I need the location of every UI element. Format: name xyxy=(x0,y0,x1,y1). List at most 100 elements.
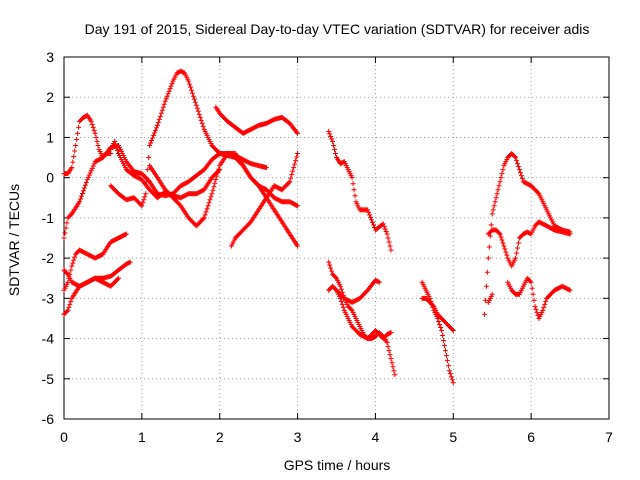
data-point xyxy=(204,206,210,212)
data-point xyxy=(497,179,503,185)
data-point xyxy=(198,117,204,123)
data-point xyxy=(447,371,453,377)
data-point xyxy=(189,90,195,96)
data-point xyxy=(83,179,89,185)
series-track-h xyxy=(61,231,129,293)
data-point xyxy=(65,307,71,313)
x-tick-label: 4 xyxy=(372,429,380,445)
data-point xyxy=(294,154,300,160)
x-axis-label: GPS time / hours xyxy=(284,457,391,473)
data-point xyxy=(497,231,503,237)
data-point xyxy=(326,128,332,134)
data-point xyxy=(150,135,156,141)
data-point xyxy=(216,166,222,172)
data-point xyxy=(143,191,149,197)
data-point xyxy=(293,158,299,164)
data-point xyxy=(295,130,301,136)
data-point xyxy=(540,307,546,313)
data-point xyxy=(449,327,455,333)
data-point xyxy=(215,170,221,176)
data-point xyxy=(391,368,397,374)
data-point xyxy=(513,255,519,261)
data-point xyxy=(126,260,132,266)
data-point xyxy=(177,202,183,208)
data-point xyxy=(566,287,572,293)
data-point xyxy=(444,358,450,364)
data-point xyxy=(163,96,169,102)
data-point xyxy=(113,141,119,147)
data-point xyxy=(69,263,75,269)
data-point xyxy=(367,212,373,218)
data-point xyxy=(340,304,346,310)
data-point xyxy=(442,343,448,349)
data-point xyxy=(167,86,173,92)
data-point xyxy=(141,197,147,203)
data-point xyxy=(492,199,498,205)
data-point xyxy=(90,163,96,169)
y-tick-label: -3 xyxy=(42,290,55,306)
data-point xyxy=(148,140,154,146)
data-point xyxy=(485,255,491,261)
data-point xyxy=(294,202,300,208)
data-point xyxy=(450,328,456,334)
data-point xyxy=(197,114,203,120)
data-point xyxy=(169,81,175,87)
data-point xyxy=(114,145,120,150)
data-point xyxy=(384,231,390,237)
data-point xyxy=(210,187,216,193)
data-point xyxy=(387,352,393,358)
data-point xyxy=(115,148,121,154)
data-point xyxy=(145,167,151,173)
data-point xyxy=(333,151,339,157)
data-point xyxy=(443,353,449,359)
data-point xyxy=(71,257,77,263)
data-point xyxy=(287,179,293,185)
series-track-k xyxy=(326,128,394,253)
data-point xyxy=(327,262,333,268)
data-point xyxy=(69,165,75,171)
data-point xyxy=(214,173,220,179)
data-point xyxy=(123,231,129,237)
data-point xyxy=(295,151,301,157)
data-point xyxy=(530,291,536,297)
data-point xyxy=(206,200,212,206)
data-point xyxy=(386,348,392,354)
data-point xyxy=(495,187,501,193)
series-track-t xyxy=(485,291,495,305)
series-track-a xyxy=(61,112,114,177)
data-point xyxy=(70,260,76,266)
data-point xyxy=(64,220,70,226)
data-point xyxy=(168,83,174,89)
data-point xyxy=(370,222,376,228)
data-point xyxy=(70,159,76,165)
y-tick-label: -5 xyxy=(42,371,55,387)
data-point xyxy=(496,230,502,236)
data-point xyxy=(64,270,70,276)
data-point xyxy=(74,136,80,142)
data-point xyxy=(203,209,209,215)
data-point xyxy=(292,161,298,167)
data-point xyxy=(388,247,394,253)
data-point xyxy=(76,124,82,130)
data-point xyxy=(81,185,87,191)
data-point xyxy=(89,121,95,127)
data-point xyxy=(196,111,202,117)
data-point xyxy=(63,225,69,231)
series-track-d xyxy=(108,68,301,249)
y-tick-label: -1 xyxy=(42,210,55,226)
data-point xyxy=(192,99,198,105)
data-point xyxy=(155,119,161,125)
data-point xyxy=(205,203,211,209)
data-point xyxy=(73,142,79,148)
data-point xyxy=(567,231,573,237)
data-point xyxy=(152,127,158,133)
data-point xyxy=(187,81,193,87)
y-axis-label: SDTVAR / TECUs xyxy=(6,184,22,296)
data-point xyxy=(79,191,85,197)
data-point xyxy=(438,324,444,330)
data-point xyxy=(339,301,345,307)
data-point xyxy=(78,196,84,202)
data-point xyxy=(161,101,167,107)
data-point xyxy=(160,104,166,110)
